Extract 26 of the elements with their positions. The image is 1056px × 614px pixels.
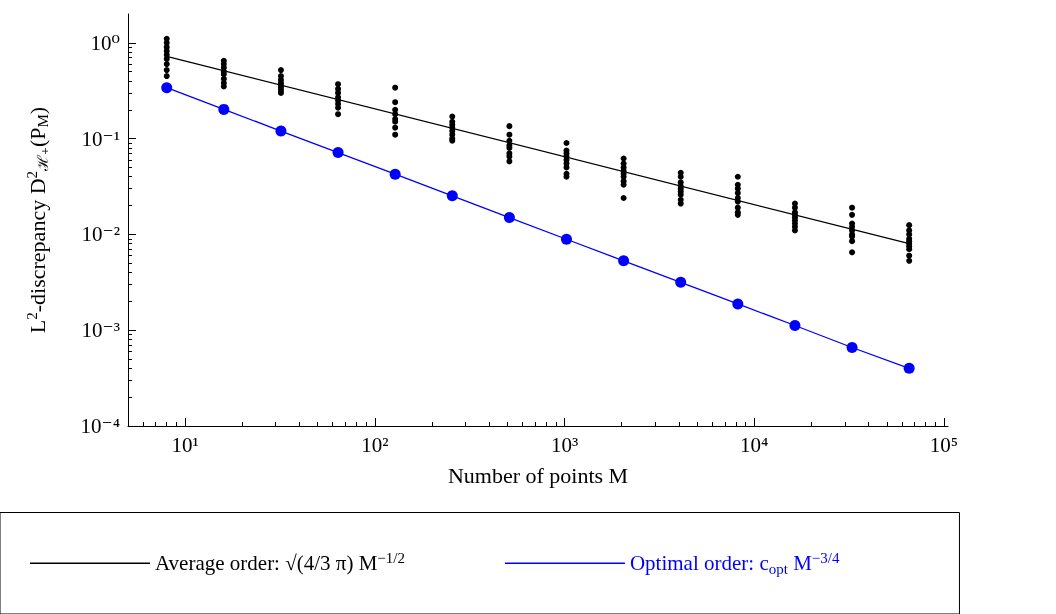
point [561, 233, 572, 245]
point [846, 342, 858, 353]
point [161, 82, 173, 94]
point [332, 147, 344, 159]
point [503, 212, 515, 224]
y-tick-label: 10⁻⁴ [80, 414, 120, 438]
point [903, 362, 915, 374]
y-tick-label: 10⁻² [81, 222, 120, 247]
x-tick-label: 10¹ [171, 432, 199, 457]
y-axis-title: L2-discrepancy D2ℋ₊(PM) [23, 106, 51, 334]
point [675, 276, 687, 288]
point [789, 320, 801, 331]
point [446, 190, 458, 202]
y-tick-label: 10⁻¹ [81, 126, 120, 151]
x-tick-label: 10³ [550, 432, 579, 457]
point [389, 168, 401, 180]
x-tick-label: 10⁴ [740, 432, 769, 457]
x-tick-label: 10⁵ [929, 432, 959, 457]
point [732, 298, 744, 310]
y-tick-label: 10⁻³ [81, 318, 120, 343]
x-axis-title: Number of points M [447, 462, 629, 488]
point [218, 103, 230, 115]
point [275, 125, 287, 137]
y-tick-label: 10⁰ [90, 30, 120, 55]
point [618, 255, 630, 267]
x-tick-label: 10² [361, 432, 389, 457]
